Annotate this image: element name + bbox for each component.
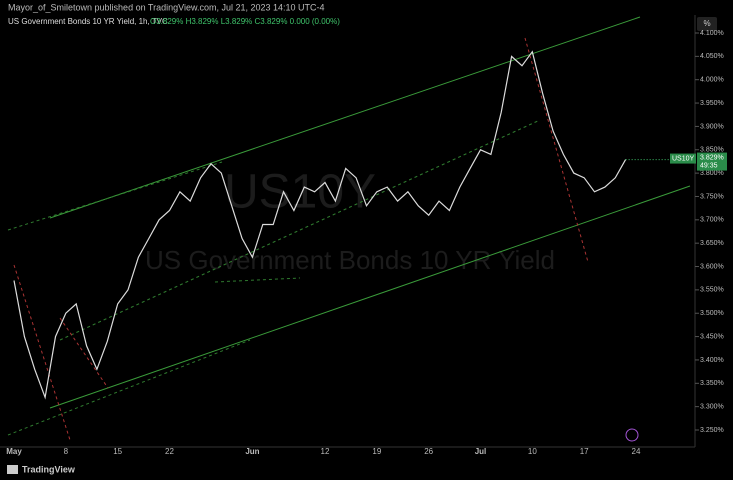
x-tick-label: Jun — [245, 447, 259, 456]
x-tick-label: Jul — [475, 447, 487, 456]
last-price-box — [670, 153, 696, 164]
y-tick-label: 3.300% — [700, 403, 724, 410]
y-tick-label: 4.100% — [700, 30, 724, 37]
y-tick-label: 3.800% — [700, 170, 724, 177]
x-tick-label: 17 — [580, 447, 589, 456]
y-tick-label: 3.550% — [700, 287, 724, 294]
x-tick-label: 22 — [165, 447, 174, 456]
y-tick-label: 3.750% — [700, 193, 724, 200]
channel-lines — [7, 16, 691, 441]
x-tick-label: May — [6, 447, 22, 456]
y-tick-label: 3.650% — [700, 240, 724, 247]
last-price-label: 3.829% — [700, 154, 724, 161]
y-tick-label: 3.850% — [700, 147, 724, 154]
footer: TradingView — [22, 464, 76, 474]
ohlc: O3.829% H3.829% L3.829% C3.829% 0.000 (0… — [150, 17, 340, 26]
y-tick-label: 3.700% — [700, 217, 724, 224]
y-tick-label: 3.950% — [700, 100, 724, 107]
y-tick-label: 3.450% — [700, 333, 724, 340]
y-tick-label: 3.250% — [700, 427, 724, 434]
countdown: 49:35 — [700, 162, 718, 169]
last-price-symbol: US10Y — [672, 155, 695, 162]
y-tick-label: 3.400% — [700, 357, 724, 364]
y-tick-label: 3.500% — [700, 310, 724, 317]
x-tick-label: 12 — [321, 447, 330, 456]
publisher: Mayor_of_Smiletown published on TradingV… — [8, 2, 325, 12]
logo — [7, 465, 18, 474]
x-tick-label: 15 — [113, 447, 122, 456]
y-tick-label: 3.900% — [700, 123, 724, 130]
y-tick-label: 3.350% — [700, 380, 724, 387]
y-tick-label: 4.050% — [700, 53, 724, 60]
scale-button[interactable] — [697, 17, 717, 31]
price-line — [13, 50, 627, 400]
x-tick-label: 24 — [632, 447, 641, 456]
x-tick-label: 10 — [528, 447, 537, 456]
x-tick-label: 26 — [424, 447, 433, 456]
scale-button-label[interactable]: % — [703, 19, 710, 28]
watermark-name: US Government Bonds 10 YR Yield — [145, 245, 555, 275]
chart-title: US Government Bonds 10 YR Yield, 1h, TVC — [8, 17, 168, 26]
event-icon[interactable] — [625, 428, 639, 442]
y-tick-label: 4.000% — [700, 77, 724, 84]
watermark-symbol: US10Y — [224, 166, 376, 219]
y-tick-label: 3.600% — [700, 263, 724, 270]
x-tick-label: 19 — [372, 447, 381, 456]
last-price-tag — [697, 152, 727, 171]
x-tick-label: 8 — [64, 447, 69, 456]
